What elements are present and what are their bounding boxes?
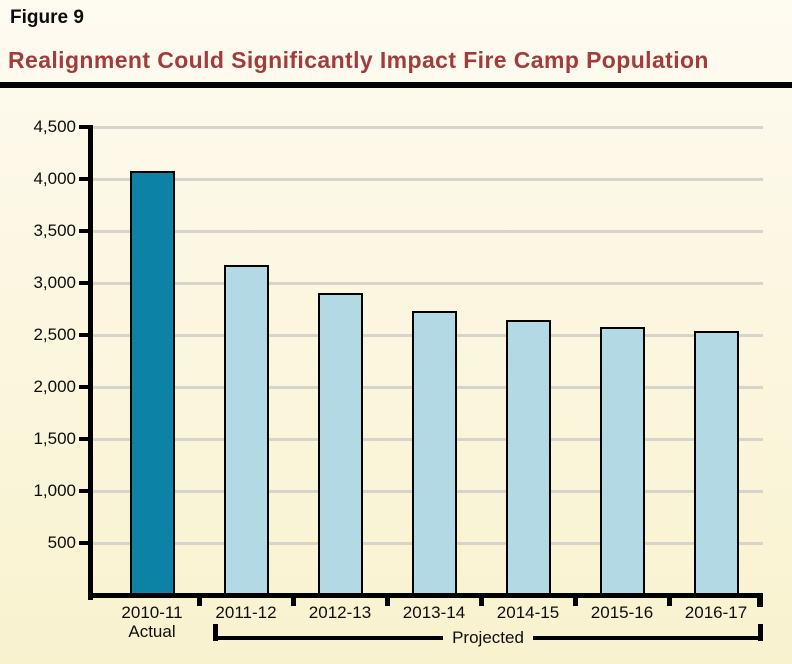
- y-axis-label-2500: 2,500: [33, 325, 76, 344]
- gridline-4500: [93, 126, 763, 129]
- y-axis-label-3500: 3,500: [33, 221, 76, 240]
- bar-2012-13: [318, 293, 363, 595]
- chart-title: Realignment Could Significantly Impact F…: [8, 47, 709, 73]
- y-axis-label-500: 500: [47, 533, 76, 552]
- y-axis-tick-4500: [79, 125, 93, 129]
- x-axis-line: [88, 593, 763, 598]
- x-category-label-2014-15: 2014-15: [496, 603, 560, 622]
- bar-2011-12: [224, 265, 269, 595]
- figure-number-label: Figure 9: [10, 7, 84, 28]
- x-axis-tick-5: [573, 598, 578, 606]
- x-category-label-2012-13: 2012-13: [308, 603, 372, 622]
- bar-2014-15: [506, 320, 551, 595]
- y-axis-line: [88, 125, 93, 600]
- y-axis-label-4000: 4,000: [33, 169, 76, 188]
- x-axis-tick-4: [479, 598, 484, 606]
- bracket-line-left: [218, 636, 444, 640]
- y-axis-label-1000: 1,000: [33, 481, 76, 500]
- x-axis-end-tick: [757, 593, 763, 607]
- gridline-4000: [93, 178, 763, 181]
- y-axis-tick-3500: [79, 229, 93, 233]
- bracket-right-riser: [758, 624, 764, 641]
- y-axis-tick-1500: [79, 437, 93, 441]
- bar-2016-17: [694, 331, 739, 595]
- x-category-label-2010-11: 2010-11 Actual: [105, 603, 199, 641]
- bar-2013-14: [412, 311, 457, 595]
- gridline-3500: [93, 230, 763, 233]
- bar-2010-11: [130, 171, 175, 595]
- projected-bracket: Projected: [213, 624, 764, 646]
- bar-2015-16: [600, 327, 645, 595]
- y-axis-tick-3000: [79, 281, 93, 285]
- y-axis-label-1500: 1,500: [33, 429, 76, 448]
- x-axis-tick-2: [291, 598, 296, 606]
- y-axis-tick-1000: [79, 489, 93, 493]
- y-axis-tick-500: [79, 541, 93, 545]
- bracket-label: Projected: [452, 628, 524, 647]
- x-axis-tick-6: [667, 598, 672, 606]
- x-axis-tick-3: [385, 598, 390, 606]
- x-category-sublabel-actual: Actual: [128, 622, 176, 641]
- x-category-label-2011-12: 2011-12: [215, 603, 277, 622]
- x-category-label-2016-17: 2016-17: [684, 603, 748, 622]
- x-category-label-2013-14: 2013-14: [402, 603, 466, 622]
- y-axis-tick-2000: [79, 385, 93, 389]
- y-axis-tick-4000: [79, 177, 93, 181]
- x-axis-tick-1: [197, 598, 202, 606]
- bracket-line-right: [532, 636, 759, 640]
- y-axis-tick-2500: [79, 333, 93, 337]
- bracket-left-riser: [213, 624, 218, 641]
- gridline-3000: [93, 282, 763, 285]
- y-axis-label-3000: 3,000: [33, 273, 76, 292]
- x-category-label-2015-16: 2015-16: [590, 603, 654, 622]
- y-axis-label-2000: 2,000: [33, 377, 76, 396]
- title-rule: [0, 82, 792, 88]
- y-axis-label-4500: 4,500: [33, 117, 76, 136]
